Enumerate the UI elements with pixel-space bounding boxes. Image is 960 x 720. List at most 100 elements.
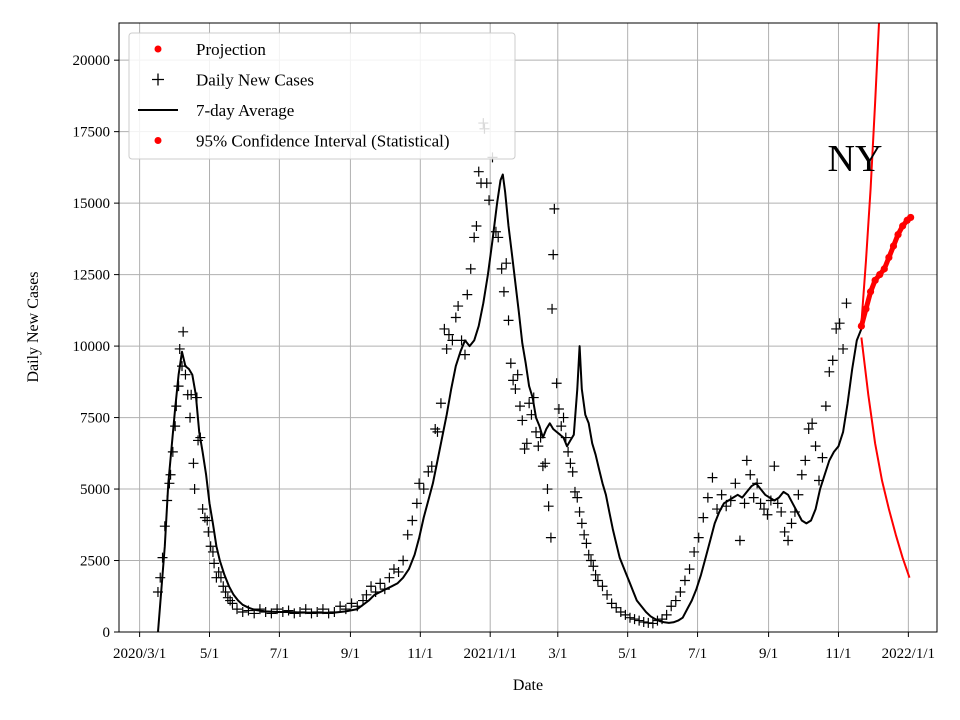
- legend-label: Projection: [196, 40, 266, 59]
- daily-cases-marker: [505, 358, 516, 369]
- state-annotation: NY: [828, 138, 883, 180]
- daily-cases-marker: [807, 418, 818, 429]
- daily-cases-marker: [533, 441, 544, 452]
- legend-marker-dot: [154, 137, 162, 144]
- daily-cases-marker: [834, 318, 845, 329]
- plot-frame: [118, 22, 938, 633]
- daily-cases-marker: [496, 263, 507, 274]
- daily-cases-marker: [484, 195, 495, 206]
- daily-cases-marker: [165, 469, 176, 480]
- projection-point: [899, 222, 907, 230]
- daily-cases-marker: [435, 398, 446, 409]
- daily-cases-marker: [407, 515, 418, 526]
- daily-cases-marker: [185, 412, 196, 423]
- daily-cases-marker: [469, 232, 480, 243]
- daily-cases-marker: [393, 566, 404, 577]
- x-axis-label: Date: [513, 677, 543, 694]
- daily-cases-marker: [796, 469, 807, 480]
- axis-ticks: 2020/3/1 5/1 7/1 9/1 11/1 2021/1/1 3/1 5/1 7/1 9/…: [73, 53, 936, 662]
- projection-point: [889, 242, 898, 250]
- daily-cases-marker: [734, 535, 745, 546]
- daily-cases-marker: [838, 343, 849, 354]
- x-tick-label: 11/1: [407, 646, 433, 662]
- daily-cases-marker: [375, 578, 386, 589]
- x-tick-label: 5/1: [200, 646, 219, 662]
- projection-point: [876, 271, 884, 279]
- seven-day-average-line: [157, 173, 863, 632]
- daily-cases-marker: [741, 455, 752, 466]
- daily-cases-marker: [590, 569, 601, 580]
- x-tick-label: 2021/1/1: [464, 646, 517, 662]
- daily-cases-marker: [693, 532, 704, 543]
- daily-cases-marker: [503, 315, 514, 326]
- daily-cases-marker: [524, 398, 535, 409]
- daily-cases-marker: [675, 586, 686, 597]
- daily-cases-marker: [189, 484, 200, 495]
- daily-cases-marker: [638, 616, 649, 627]
- daily-cases-marker: [203, 526, 214, 537]
- projection-point: [871, 276, 879, 284]
- daily-cases-marker: [481, 178, 492, 189]
- y-tick-label: 10000: [73, 339, 111, 355]
- daily-cases-marker: [563, 446, 574, 457]
- daily-cases-marker: [498, 286, 509, 297]
- daily-cases-marker: [213, 566, 224, 577]
- daily-cases-marker: [180, 369, 191, 380]
- x-tick-label: 7/1: [688, 646, 707, 662]
- x-tick-label: 2020/3/1: [113, 646, 166, 662]
- projection-point: [866, 288, 875, 296]
- daily-cases-marker: [817, 452, 828, 463]
- daily-cases-marker: [398, 555, 409, 566]
- projection-point: [857, 322, 865, 330]
- daily-cases-marker: [689, 546, 700, 557]
- daily-cases-marker: [462, 289, 473, 300]
- daily-cases-marker: [209, 558, 220, 569]
- daily-cases-marker: [157, 552, 168, 563]
- daily-cases-marker: [597, 581, 608, 592]
- daily-cases-marker: [450, 312, 461, 323]
- daily-cases-marker: [827, 355, 838, 366]
- daily-cases-marker: [574, 506, 585, 517]
- legend-label: 7-day Average: [196, 101, 294, 120]
- daily-cases-marker: [202, 515, 213, 526]
- daily-cases-marker: [447, 335, 458, 346]
- daily-cases-marker: [572, 492, 583, 503]
- daily-cases-marker: [588, 561, 599, 572]
- daily-cases-marker: [155, 572, 166, 583]
- projection-point: [880, 265, 888, 273]
- legend: Projection Daily New Cases 7-day Average 95…: [128, 32, 516, 160]
- daily-cases-marker: [776, 506, 787, 517]
- daily-cases-marker: [411, 498, 422, 509]
- daily-cases-marker: [453, 301, 464, 312]
- daily-cases-marker: [567, 466, 578, 477]
- daily-cases-marker: [629, 614, 640, 625]
- daily-cases-marker: [547, 303, 558, 314]
- daily-cases-marker: [666, 601, 677, 612]
- daily-cases-marker: [227, 598, 238, 609]
- daily-cases-marker: [545, 532, 556, 543]
- daily-cases-marker: [551, 378, 562, 389]
- daily-cases-marker: [340, 604, 351, 615]
- daily-cases-marker: [519, 444, 530, 455]
- daily-cases-marker: [205, 541, 216, 552]
- legend-label: 95% Confidence Interval (Statistical): [196, 132, 450, 151]
- daily-cases-marker: [188, 458, 199, 469]
- daily-cases-marker: [232, 604, 243, 615]
- legend-marker-plus: [152, 73, 164, 86]
- daily-cases-marker: [178, 326, 189, 337]
- daily-cases-marker: [716, 489, 727, 500]
- daily-cases-marker: [579, 529, 590, 540]
- daily-cases-marker: [531, 426, 542, 437]
- projection-point: [862, 305, 870, 313]
- daily-cases-marker: [661, 609, 672, 620]
- projection-point: [907, 213, 915, 222]
- projection-point: [885, 253, 893, 262]
- projection-point: [894, 230, 902, 239]
- daily-cases-marker: [698, 512, 709, 523]
- daily-cases-marker: [745, 469, 756, 480]
- daily-cases-marker: [237, 606, 248, 617]
- daily-cases-marker: [670, 595, 681, 606]
- daily-cases-marker: [471, 221, 482, 231]
- daily-cases-marker: [679, 575, 690, 586]
- x-tick-label: 9/1: [759, 646, 778, 662]
